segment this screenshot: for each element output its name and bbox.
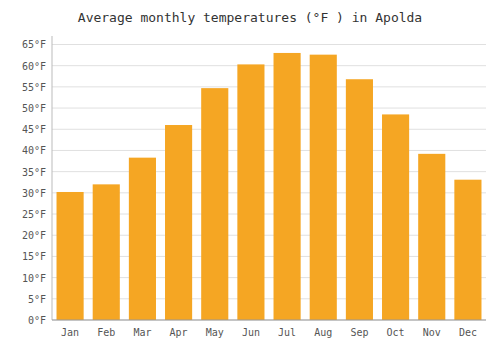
y-tick-label: 40°F (22, 145, 46, 156)
grid (52, 44, 486, 320)
x-tick-label: Nov (423, 327, 441, 338)
x-tick-label: Mar (133, 327, 151, 338)
y-tick-label: 30°F (22, 188, 46, 199)
bar (129, 158, 156, 320)
x-tick-label: Aug (314, 327, 332, 338)
y-tick-label: 55°F (22, 82, 46, 93)
bar (454, 180, 481, 320)
bar (201, 88, 228, 320)
bar (237, 64, 264, 320)
x-tick-label: Jan (61, 327, 79, 338)
x-tick-label: Sep (350, 327, 368, 338)
bar (418, 154, 445, 320)
bars (57, 53, 482, 320)
y-tick-label: 20°F (22, 230, 46, 241)
bar (310, 55, 337, 320)
bar (165, 125, 192, 320)
bar (382, 114, 409, 320)
x-tick-label: Dec (459, 327, 477, 338)
grid-line (52, 150, 486, 151)
title: Average monthly temperatures (°F ) in Ap… (78, 10, 422, 25)
bar (346, 79, 373, 320)
bar (93, 184, 120, 320)
x-tick-label: Apr (170, 327, 188, 338)
x-tick-label: Oct (387, 327, 405, 338)
x-tick-label: Jun (242, 327, 260, 338)
y-tick-label: 15°F (22, 251, 46, 262)
grid-line (52, 129, 486, 130)
y-tick-label: 0°F (28, 315, 46, 326)
bar (274, 53, 301, 320)
bar (57, 192, 84, 320)
chart-svg: Average monthly temperatures (°F ) in Ap… (0, 0, 500, 350)
x-tick-label: May (206, 327, 224, 338)
y-tick-label: 60°F (22, 61, 46, 72)
y-axis: 0°F 5°F 10°F 15°F 20°F 25°F 30°F 35°F 40°F 45°F 50… (22, 36, 52, 326)
grid-line (52, 108, 486, 109)
grid-line (52, 44, 486, 45)
y-tick-label: 65°F (22, 39, 46, 50)
x-axis: Jan Feb Mar Apr May Jun Jul Aug Sep Oct Nov Dec (52, 320, 486, 338)
x-tick-label: Feb (97, 327, 115, 338)
y-tick-label: 50°F (22, 103, 46, 114)
y-tick-label: 10°F (22, 273, 46, 284)
x-tick-label: Jul (278, 327, 296, 338)
y-tick-label: 5°F (28, 294, 46, 305)
grid-line (52, 320, 486, 321)
chart-container: Average monthly temperatures (°F ) in Ap… (0, 0, 500, 350)
y-tick-label: 45°F (22, 124, 46, 135)
grid-line (52, 86, 486, 87)
grid-line (52, 65, 486, 66)
y-tick-label: 35°F (22, 167, 46, 178)
y-tick-label: 25°F (22, 209, 46, 220)
y-axis-line (52, 36, 53, 320)
x-axis-line (52, 320, 486, 321)
